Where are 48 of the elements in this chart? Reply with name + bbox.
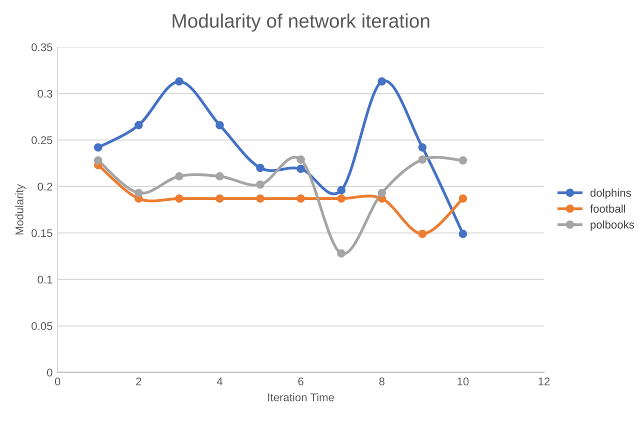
point [337, 249, 346, 258]
point [378, 188, 386, 198]
x-axis-title: Iteration Time [268, 393, 334, 402]
point [94, 156, 102, 165]
point [418, 155, 427, 164]
point [134, 188, 143, 198]
x-tick-label: 6 [298, 378, 304, 386]
y-tick-label: 0.3 [38, 90, 52, 98]
x-tick-label: 0 [54, 378, 60, 386]
point [378, 77, 386, 86]
y-tick-label: 0.25 [32, 136, 52, 144]
point [216, 120, 224, 130]
x-tick-label: 10 [458, 378, 469, 386]
y-tick-label: 0.35 [32, 43, 52, 52]
point [256, 194, 264, 203]
x-tick-label: 8 [379, 378, 384, 386]
point [216, 172, 224, 180]
legend-label: dolphins [590, 188, 631, 199]
x-tick-label: 12 [538, 378, 550, 386]
point [458, 230, 468, 238]
point [216, 194, 224, 203]
point [175, 77, 184, 86]
legend-label: polbooks [590, 220, 634, 231]
point [337, 186, 346, 194]
point [296, 164, 305, 173]
y-tick-label: 0 [46, 368, 52, 376]
point [296, 194, 305, 203]
point [256, 164, 264, 172]
chart-title: Modularity of network iteration [172, 14, 430, 32]
point [458, 156, 468, 165]
point [134, 120, 143, 130]
y-axis-title: Modularity [15, 184, 26, 234]
point [256, 180, 264, 189]
point [175, 172, 184, 180]
point [175, 194, 184, 203]
y-tick-label: 0.15 [32, 229, 52, 238]
y-tick-label: 0.05 [32, 322, 52, 330]
point [418, 143, 427, 152]
legend-label: football [590, 204, 626, 213]
y-tick-label: 0.2 [38, 182, 52, 191]
x-tick-label: 2 [136, 378, 142, 386]
point [418, 230, 427, 238]
y-tick-label: 0.1 [38, 276, 52, 284]
x-tick-label: 4 [216, 378, 222, 386]
point [94, 143, 102, 152]
point [458, 194, 468, 203]
point [337, 194, 346, 203]
point [296, 155, 305, 164]
